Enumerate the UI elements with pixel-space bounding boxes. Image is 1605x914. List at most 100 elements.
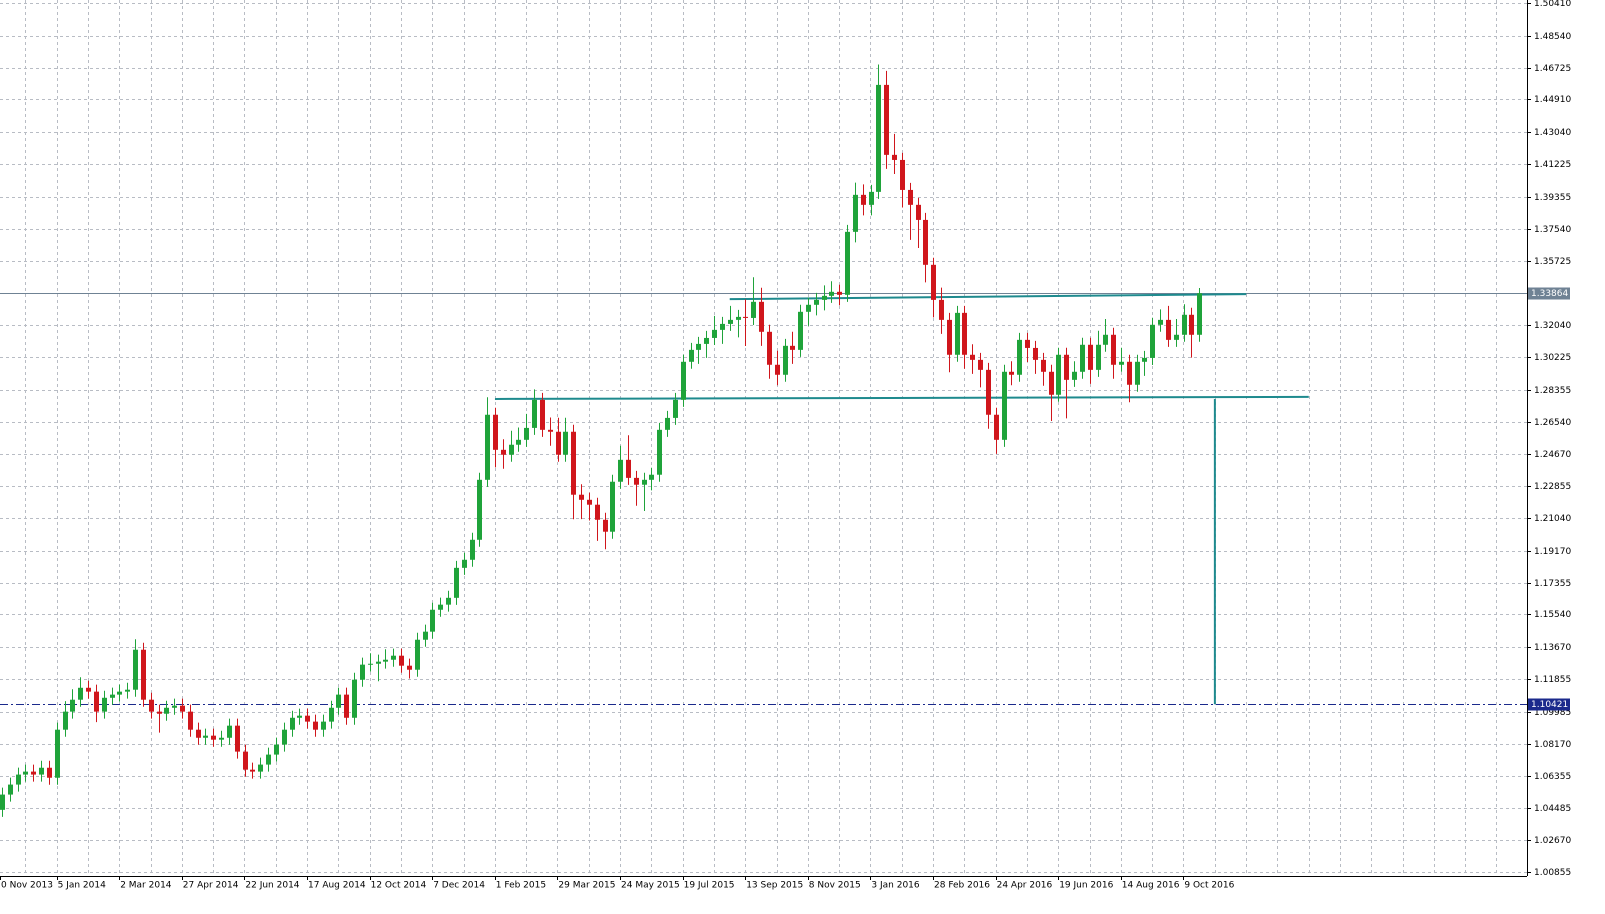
candle-body <box>125 689 130 692</box>
candle-body <box>188 711 193 730</box>
x-tick-label: 7 Dec 2014 <box>433 881 485 891</box>
candle-body <box>485 414 490 480</box>
trendline <box>729 293 1247 301</box>
y-tick-label: 1.26540 <box>1534 418 1571 428</box>
candle-body <box>290 717 295 730</box>
x-tick-label: 29 Mar 2015 <box>558 881 615 891</box>
candle-body <box>180 705 185 712</box>
y-tick-label: 1.13670 <box>1534 643 1571 653</box>
candle-body <box>962 312 967 355</box>
candle-body <box>649 474 654 480</box>
candle-body <box>470 539 475 560</box>
candle-body <box>900 159 905 190</box>
candle-body <box>876 84 881 192</box>
candle-body <box>376 661 381 664</box>
candle-body <box>571 431 576 495</box>
candle-body <box>55 729 60 778</box>
candle-body <box>157 711 162 714</box>
candle-body <box>78 687 83 700</box>
candle-body <box>477 479 482 540</box>
x-tick-label: 3 Jan 2016 <box>871 881 919 891</box>
candle-body <box>227 725 232 738</box>
candle-body <box>837 291 842 295</box>
x-tick-label: 17 Aug 2014 <box>308 881 366 891</box>
candle-body <box>1166 319 1171 340</box>
candle-body <box>610 481 615 532</box>
candle-body <box>16 774 21 785</box>
candle-body <box>595 504 600 520</box>
candle-body <box>1080 344 1085 372</box>
candle-body <box>1182 314 1187 335</box>
candle-body <box>994 414 999 440</box>
candle-body <box>1025 339 1030 348</box>
x-tick-label: 2 Mar 2014 <box>120 881 172 891</box>
y-tick-label: 1.24670 <box>1534 450 1571 460</box>
y-tick-label: 1.35725 <box>1534 257 1571 267</box>
candle-body <box>47 767 52 778</box>
candle-body <box>743 316 748 318</box>
candle-body <box>172 705 177 708</box>
candle-body <box>1189 314 1194 335</box>
candle-body <box>806 304 811 312</box>
candle-body <box>297 715 302 718</box>
candle-body <box>360 664 365 680</box>
candle-body <box>657 429 662 475</box>
candle-body <box>203 735 208 738</box>
candle-body <box>618 459 623 482</box>
x-tick-label: 19 Jun 2016 <box>1059 881 1113 891</box>
candle-body <box>548 429 553 432</box>
candle-body <box>446 597 451 605</box>
candle-body <box>31 771 36 775</box>
candle-body <box>383 659 388 662</box>
level-label: 1.10421 <box>1531 700 1568 710</box>
candle-body <box>1119 361 1124 365</box>
candle-body <box>845 231 850 295</box>
candle-body <box>94 691 99 712</box>
candle-body <box>305 715 310 722</box>
candle-body <box>798 311 803 350</box>
candle-body <box>1064 354 1069 380</box>
candle-body <box>1017 339 1022 375</box>
candle-body <box>39 767 44 775</box>
x-tick-label: 0 Nov 2013 <box>1 881 53 891</box>
candle-body <box>430 609 435 632</box>
candle-body <box>814 299 819 305</box>
candle-body <box>1056 354 1061 395</box>
y-tick-label: 1.06355 <box>1534 772 1571 782</box>
x-tick-label: 24 May 2015 <box>621 881 680 891</box>
candle-body <box>720 323 725 330</box>
candle-body <box>603 519 608 532</box>
candle-body <box>133 649 138 690</box>
y-tick-label: 1.11855 <box>1534 675 1571 685</box>
candle-body <box>884 84 889 155</box>
candle-body <box>336 694 341 708</box>
candle-body <box>516 439 521 445</box>
candle-body <box>1049 371 1054 395</box>
candle-body <box>689 349 694 362</box>
candle-body <box>235 725 240 752</box>
y-tick-label: 1.30225 <box>1534 353 1571 363</box>
candle-body <box>790 345 795 350</box>
candle-body <box>141 649 146 700</box>
candle-body <box>822 295 827 300</box>
x-tick-label: 14 Aug 2016 <box>1122 881 1180 891</box>
y-tick-label: 1.28355 <box>1534 386 1571 396</box>
candle-body <box>1103 334 1108 345</box>
y-tick-label: 1.17355 <box>1534 579 1571 589</box>
candle-body <box>313 721 318 730</box>
candle-body <box>986 369 991 415</box>
candle-body <box>642 479 647 485</box>
y-tick-label: 1.09985 <box>1534 708 1571 718</box>
candle-body <box>8 784 13 795</box>
candle-body <box>196 729 201 738</box>
candle-body <box>23 771 28 775</box>
candle-body <box>454 567 459 598</box>
candle-body <box>329 707 334 722</box>
x-tick-label: 8 Nov 2015 <box>809 881 861 891</box>
candle-body <box>775 364 780 375</box>
candle-body <box>563 431 568 455</box>
candle-body <box>1088 344 1093 370</box>
x-tick-label: 28 Feb 2016 <box>934 881 990 891</box>
